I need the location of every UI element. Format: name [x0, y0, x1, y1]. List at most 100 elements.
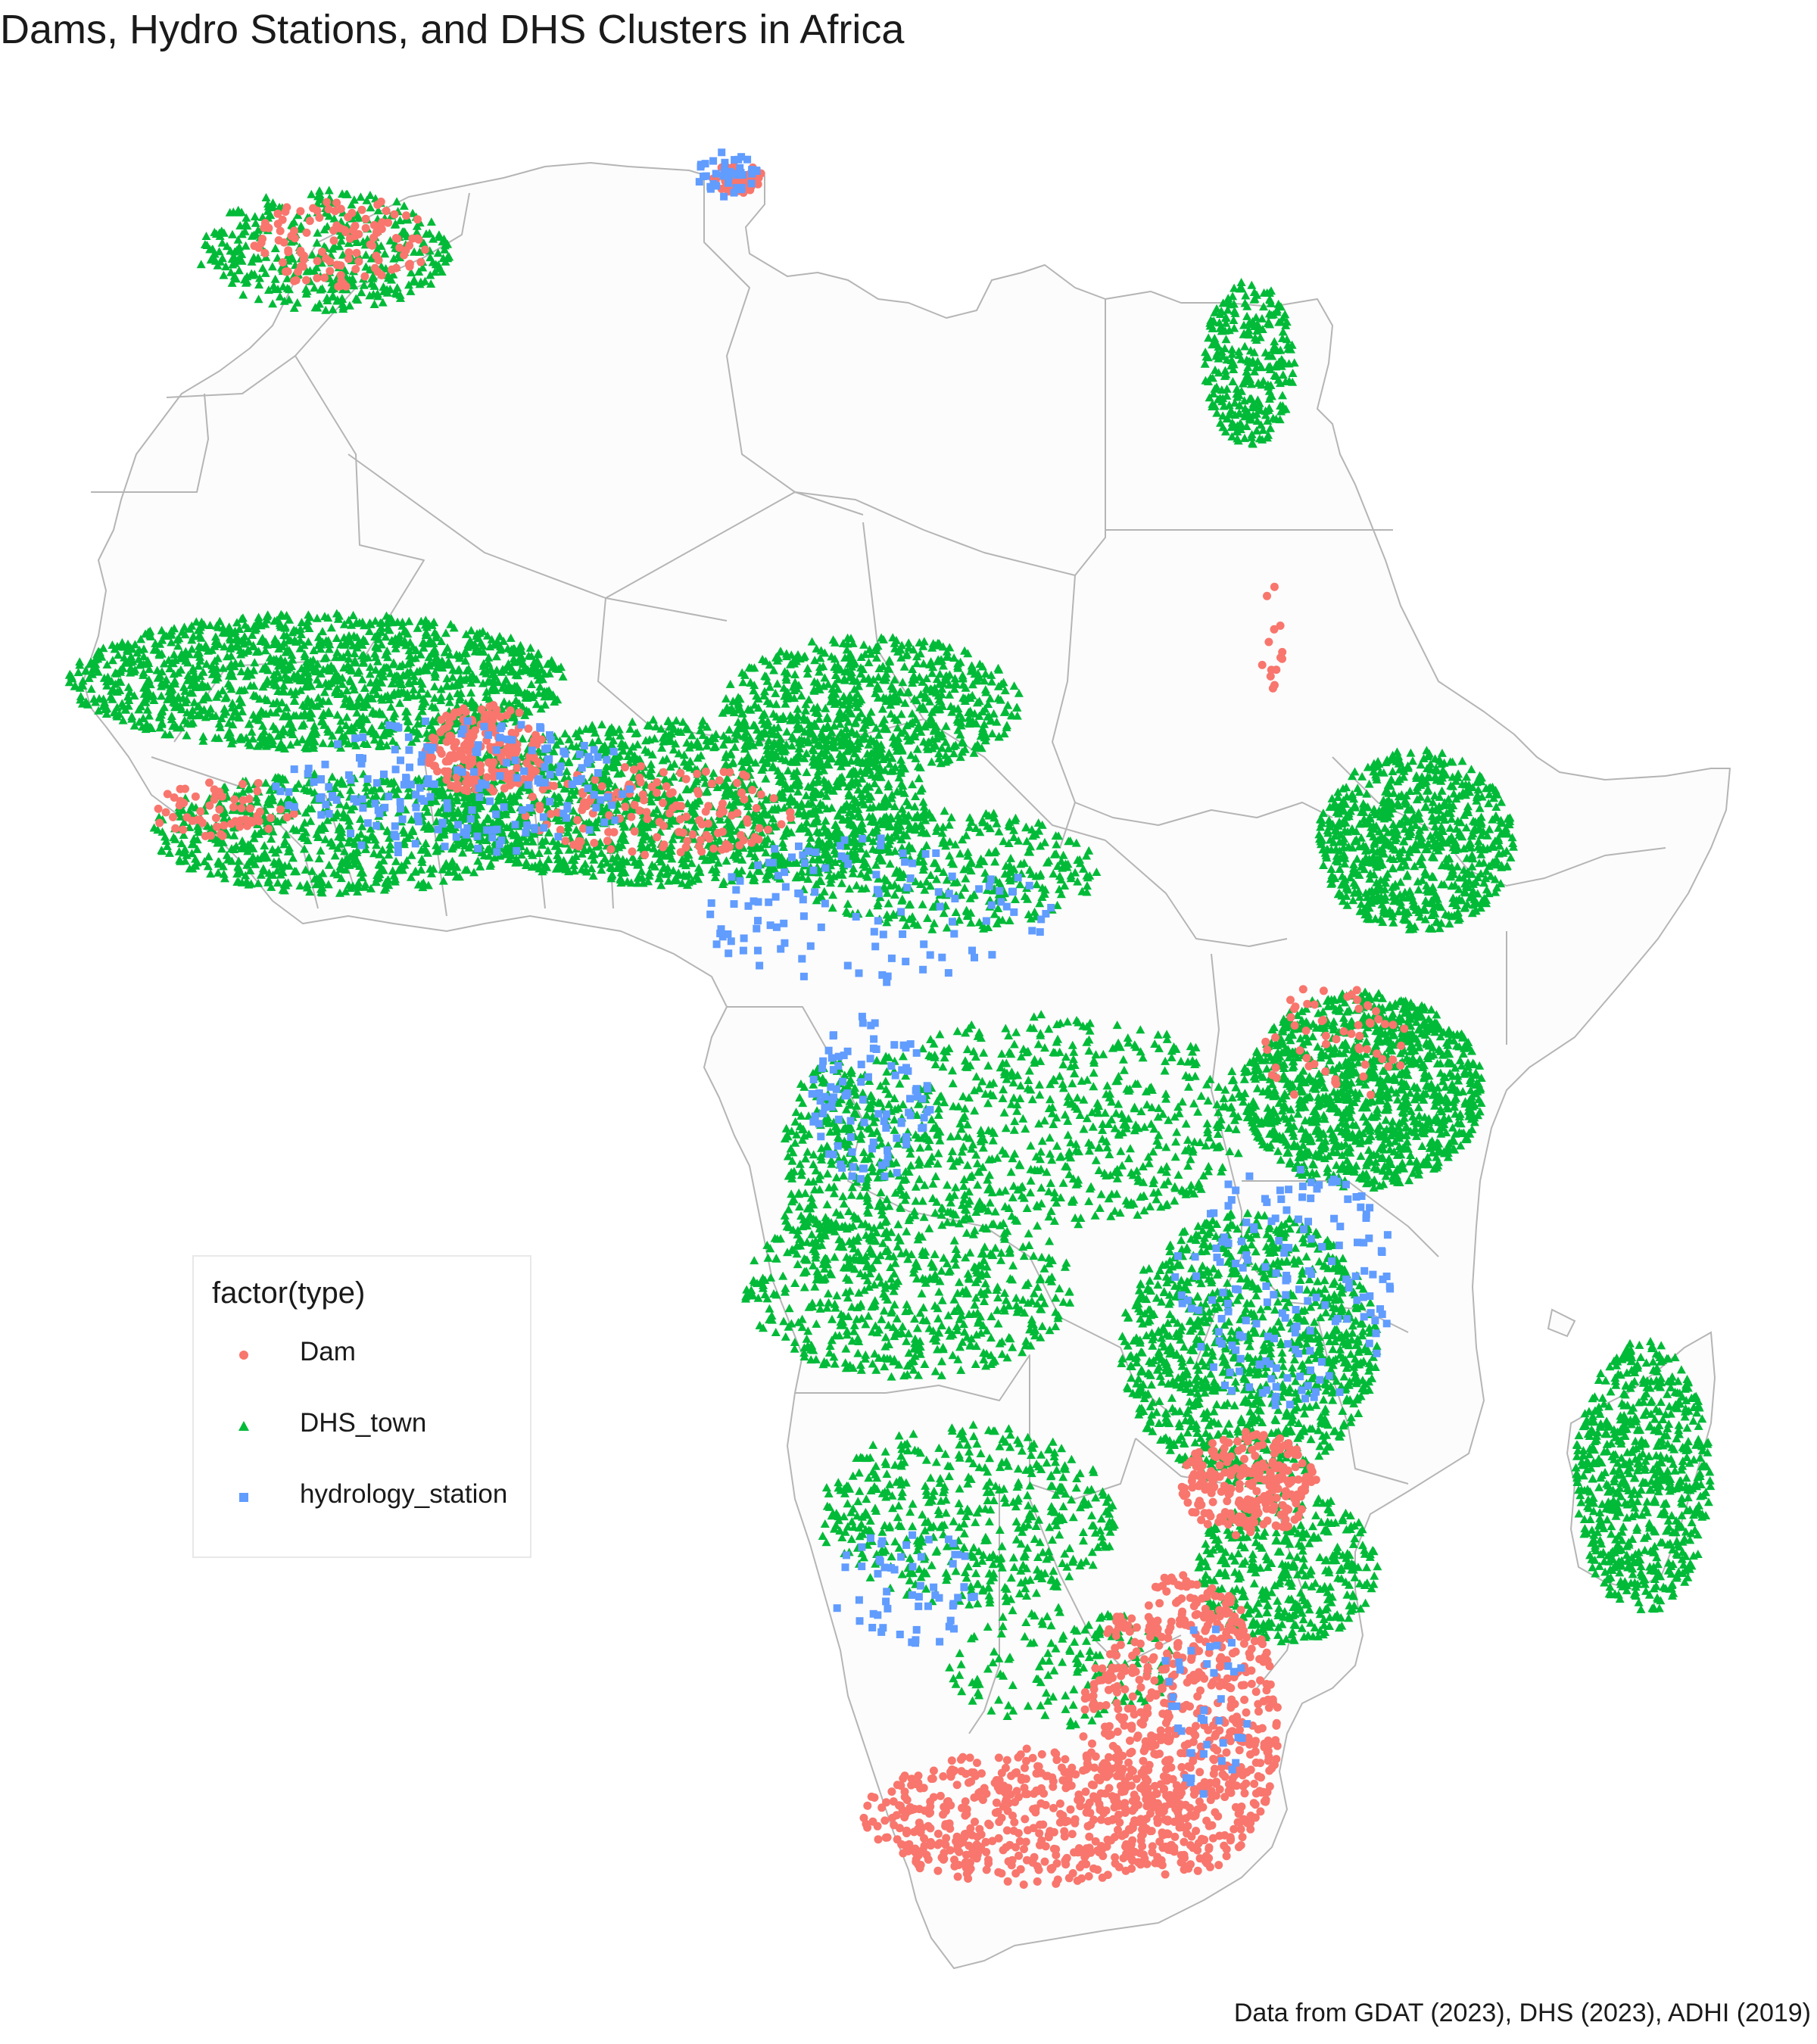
dhs-town-point	[430, 668, 440, 676]
dhs-town-point	[167, 712, 176, 720]
dhs-town-point	[173, 635, 182, 644]
dhs-town-point	[188, 663, 198, 672]
dhs-town-point	[525, 643, 535, 652]
dhs-town-point	[401, 627, 411, 636]
dhs-town-point	[344, 631, 354, 640]
dhs-town-point	[215, 722, 225, 731]
dhs-town-point	[142, 705, 152, 714]
dhs-town-point	[348, 726, 357, 735]
dhs-town-point	[88, 665, 98, 674]
dhs-town-point	[412, 734, 421, 743]
dhs-town-point	[430, 647, 440, 656]
dhs-town-point	[484, 653, 494, 662]
dhs-town-point	[155, 712, 165, 721]
dhs-town-point	[318, 738, 328, 747]
dhs-town-point	[315, 637, 325, 645]
dhs-town-point	[388, 736, 397, 745]
dhs-town-point	[240, 620, 250, 629]
dhs-town-point	[516, 640, 525, 650]
dhs-town-point	[273, 639, 283, 648]
dhs-town-point	[196, 682, 206, 691]
dhs-town-point	[177, 627, 187, 636]
dhs-town-point	[182, 695, 192, 704]
dhs-town-point	[404, 646, 414, 655]
dhs-town-point	[524, 651, 534, 660]
dhs-town-point	[344, 654, 354, 663]
dhs-town-point	[350, 685, 359, 693]
dhs-town-point	[254, 647, 263, 656]
dhs-town-point	[485, 694, 494, 703]
dhs-town-point	[134, 705, 144, 714]
dhs-town-point	[386, 614, 396, 623]
dhs-town-point	[519, 659, 528, 668]
dhs-town-point	[67, 674, 77, 683]
dhs-town-point	[284, 719, 294, 728]
dhs-town-point	[351, 658, 360, 667]
dhs-town-point	[257, 738, 267, 747]
dhs-town-point	[254, 612, 263, 622]
dhs-town-point	[513, 648, 523, 657]
border-libya-egypt	[1105, 299, 1393, 531]
dhs-town-point	[269, 675, 279, 684]
dhs-town-point	[203, 681, 213, 690]
dhs-town-point	[273, 687, 283, 695]
dhs-town-point	[380, 692, 390, 701]
dhs-town-point	[478, 641, 488, 650]
dhs-town-point	[218, 686, 228, 695]
dhs-town-point	[78, 681, 88, 690]
dhs-town-point	[309, 646, 319, 655]
dhs-town-point	[225, 633, 235, 642]
dhs-town-point	[214, 719, 224, 728]
dhs-town-point	[290, 635, 300, 644]
dhs-town-point	[210, 641, 220, 650]
dhs-town-point	[359, 653, 369, 662]
dhs-town-point	[377, 721, 387, 730]
dhs-town-point	[470, 639, 479, 648]
dhs-town-point	[468, 670, 478, 679]
dhs-town-point	[303, 668, 313, 677]
dhs-town-point	[112, 710, 121, 719]
dhs-town-point	[504, 681, 514, 690]
dhs-town-point	[332, 609, 341, 618]
dhs-town-point	[429, 724, 438, 734]
dhs-town-point	[336, 716, 346, 725]
dhs-town-point	[430, 672, 440, 681]
dhs-town-point	[225, 728, 235, 737]
dhs-town-point	[129, 721, 139, 730]
dhs-town-point	[536, 704, 546, 713]
dhs-town-point	[198, 732, 208, 740]
dhs-town-point	[339, 663, 349, 671]
dhs-town-point	[427, 701, 437, 710]
dhs-town-point	[419, 643, 429, 652]
dhs-town-point	[333, 614, 343, 623]
dhs-town-point	[430, 681, 439, 690]
dhs-town-point	[382, 740, 391, 749]
dhs-town-point	[145, 664, 154, 673]
dhs-town-point	[511, 670, 521, 679]
dhs-town-point	[249, 622, 259, 631]
dhs-town-point	[299, 719, 309, 728]
dhs-town-point	[256, 732, 265, 741]
dhs-town-point	[270, 616, 279, 625]
dhs-town-point	[371, 665, 381, 674]
dhs-town-point	[417, 702, 427, 710]
dhs-town-point	[210, 632, 220, 641]
dhs-town-point	[352, 718, 361, 728]
dhs-town-point	[146, 631, 156, 640]
dhs-town-point	[262, 615, 272, 624]
dhs-town-point	[357, 716, 366, 725]
dhs-town-point	[365, 669, 375, 678]
dhs-town-point	[338, 652, 348, 661]
dhs-town-point	[311, 664, 321, 672]
border-southsudan-drc-car	[1105, 840, 1288, 947]
dhs-town-point	[456, 688, 466, 697]
dhs-town-point	[478, 627, 488, 636]
dhs-town-point	[367, 693, 377, 703]
dhs-town-point	[447, 672, 457, 681]
dhs-town-point	[317, 711, 327, 719]
dhs-town-point	[170, 624, 179, 633]
dhs-town-point	[151, 639, 161, 647]
dhs-town-point	[182, 731, 192, 740]
dhs-town-point	[288, 730, 298, 739]
